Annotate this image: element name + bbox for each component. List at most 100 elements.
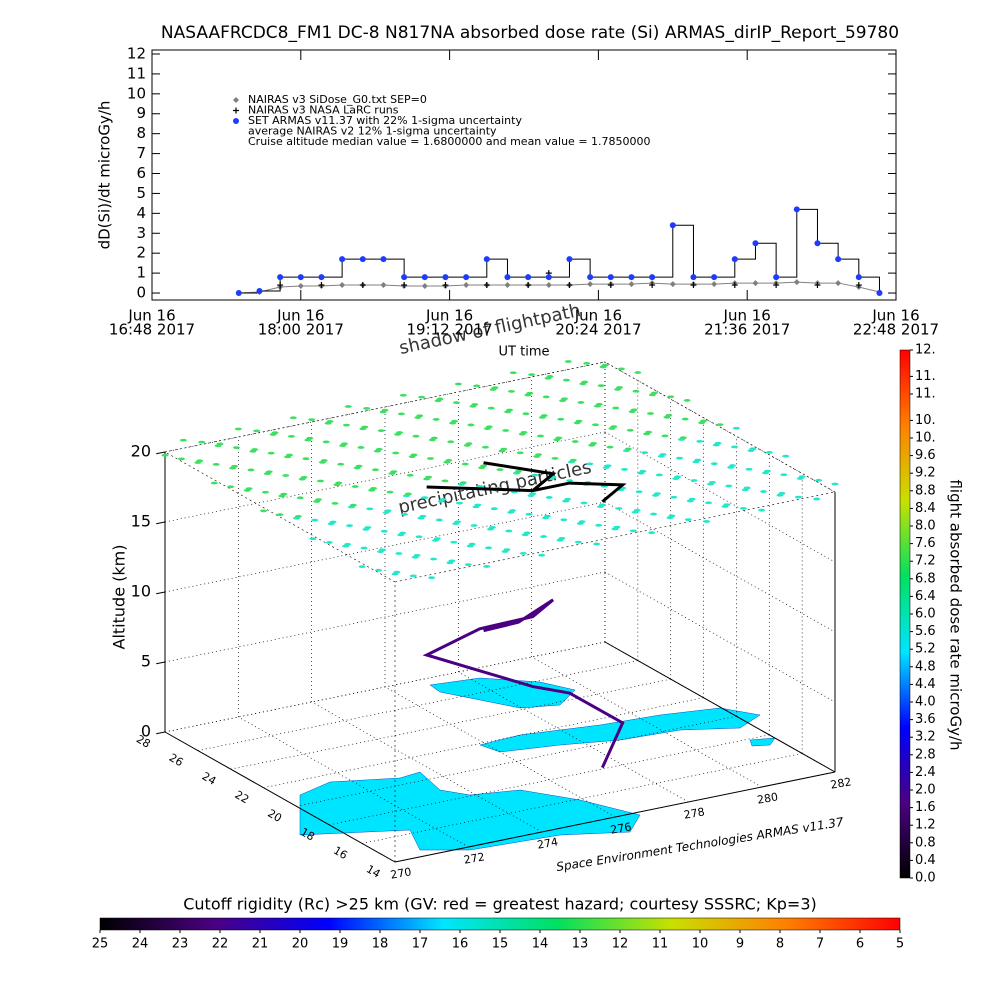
- larc-point: [359, 282, 366, 289]
- armas-point: [587, 274, 594, 281]
- particle: [583, 361, 591, 365]
- particle: [646, 412, 654, 415]
- colorbar-tick-label: 18: [372, 937, 389, 952]
- nairas-point: [669, 281, 676, 288]
- colorbar-tick-label: 2.0: [915, 783, 936, 798]
- particle: [684, 518, 692, 521]
- larc-point: [649, 282, 656, 289]
- particle: [538, 553, 546, 557]
- particle: [601, 363, 609, 367]
- box-edge: [164, 451, 396, 583]
- colorbar-tick-label: 10: [692, 937, 709, 952]
- nairas-point: [835, 280, 842, 287]
- particle: [306, 436, 314, 440]
- colorbar-tick-label: 3.2: [915, 730, 936, 745]
- particle: [778, 492, 786, 495]
- particle: [634, 371, 642, 374]
- particle: [529, 492, 537, 496]
- box-edge: [604, 641, 836, 773]
- particle: [509, 509, 517, 512]
- armas-point: [545, 274, 552, 281]
- particle: [315, 498, 323, 502]
- y-tick-label: 11: [127, 64, 146, 82]
- particle: [632, 389, 640, 393]
- particle: [536, 434, 544, 438]
- colorbar-tick-label: 2.8: [915, 747, 936, 762]
- particle: [630, 408, 638, 412]
- legend-label: NAIRAS v3 SiDose_G0.txt SEP=0: [248, 93, 427, 106]
- armas-point: [339, 256, 346, 263]
- armas-point: [649, 274, 656, 281]
- colorbar-tick-label: 24: [132, 937, 149, 952]
- particle: [606, 445, 614, 449]
- armas-point: [773, 274, 780, 281]
- nairas-point: [463, 282, 470, 289]
- colorbar-tick-label: 6.0: [915, 607, 936, 622]
- particle: [461, 462, 469, 466]
- colorbar-tick-label: 0.8: [915, 835, 936, 850]
- particle: [476, 484, 484, 488]
- particle: [578, 520, 586, 524]
- particle: [650, 512, 658, 516]
- particle: [410, 453, 418, 457]
- armas-point: [442, 274, 449, 281]
- grid-line: [164, 571, 606, 663]
- particle: [616, 386, 624, 389]
- y-tick-label: 8: [136, 124, 146, 142]
- particle: [265, 470, 273, 474]
- x-tick-label: Jun 16: [127, 307, 175, 325]
- series-line: [238, 208, 880, 294]
- particle: [674, 475, 682, 479]
- colorbar-tick-label: 13: [572, 937, 589, 952]
- larc-point: [773, 282, 780, 289]
- particle: [432, 418, 440, 421]
- particle: [349, 503, 357, 507]
- particle: [743, 486, 751, 490]
- x-tick-label: 19:12 2017: [407, 321, 493, 339]
- colorbar-tick-label: 12: [612, 937, 629, 952]
- particle: [320, 459, 328, 462]
- particle: [732, 426, 740, 430]
- particle: [560, 518, 568, 522]
- particle: [615, 507, 623, 510]
- grid-line: [604, 571, 836, 703]
- colorbar-tick-label: 3.6: [915, 712, 936, 727]
- particle: [179, 438, 187, 442]
- armas-point: [855, 274, 862, 281]
- particle: [390, 470, 398, 474]
- colorbar-tick-label: 16: [452, 937, 469, 952]
- nairas-point: [545, 282, 552, 289]
- particle: [287, 434, 295, 438]
- particle: [335, 481, 343, 485]
- particle: [395, 552, 403, 555]
- x-tick-label: 20:24 2017: [555, 321, 641, 339]
- particle: [763, 469, 771, 473]
- z-tick-label: 10: [131, 582, 151, 601]
- particle: [514, 470, 522, 473]
- particle: [731, 445, 739, 449]
- particle: [370, 487, 378, 490]
- particle: [465, 442, 473, 445]
- nairas-point: [711, 281, 718, 288]
- particle: [419, 514, 427, 518]
- particle: [502, 429, 510, 432]
- particle: [765, 451, 773, 454]
- particle: [522, 412, 530, 416]
- particle: [232, 446, 240, 450]
- particle: [426, 457, 434, 460]
- x-tick-label: 272: [463, 850, 486, 866]
- particle: [261, 490, 269, 494]
- armas-point: [628, 274, 635, 281]
- plot-frame: [151, 49, 897, 301]
- particle: [546, 375, 554, 378]
- colorbar-tick-label: 22: [212, 937, 229, 952]
- particle: [380, 529, 388, 533]
- particle: [326, 420, 334, 423]
- particle: [401, 513, 409, 516]
- particle: [433, 537, 441, 540]
- particle: [633, 508, 641, 512]
- particle: [555, 436, 563, 440]
- armas-point: [483, 256, 490, 263]
